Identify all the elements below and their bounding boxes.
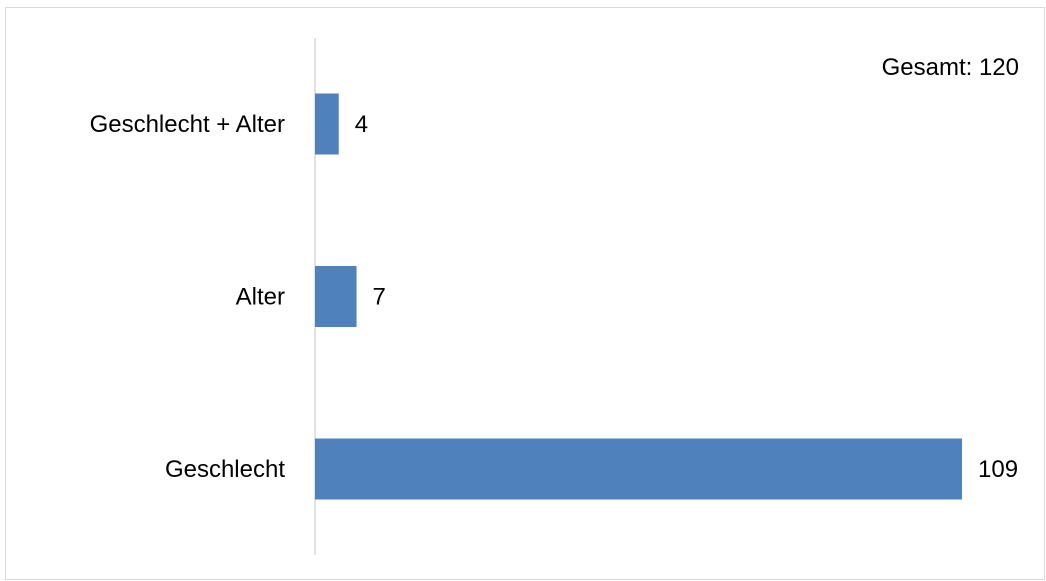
bar-geschlecht xyxy=(315,438,962,500)
value-label-geschlecht: 109 xyxy=(978,456,1018,483)
category-label-geschlecht-plus-alter: Geschlecht + Alter xyxy=(90,111,285,138)
value-label-geschlecht-plus-alter: 4 xyxy=(355,111,368,138)
total-annotation: Gesamt: 120 xyxy=(882,54,1019,81)
category-label-alter: Alter xyxy=(236,284,285,311)
category-label-geschlecht: Geschlecht xyxy=(165,456,285,483)
value-label-alter: 7 xyxy=(373,284,386,311)
bar-alter xyxy=(315,266,357,327)
bar-geschlecht-plus-alter xyxy=(315,93,339,155)
bars-layer: Geschlecht + Alter 4 Alter 7 Geschlecht 109 xyxy=(90,93,1018,500)
